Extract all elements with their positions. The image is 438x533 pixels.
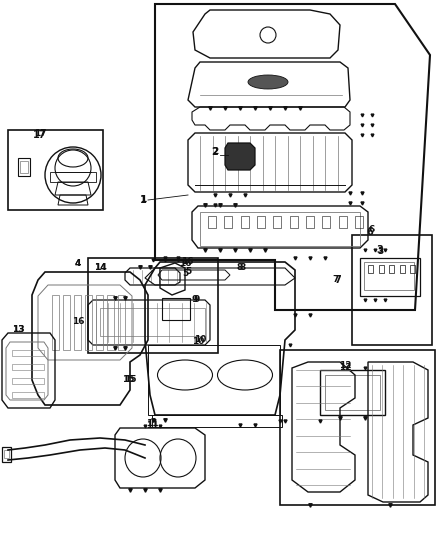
Text: 6: 6 — [367, 227, 373, 237]
Polygon shape — [225, 143, 255, 170]
Text: 12: 12 — [339, 361, 351, 370]
Bar — [389, 265, 394, 273]
Bar — [352, 235, 432, 345]
Bar — [20, 161, 28, 173]
Text: 15: 15 — [122, 376, 134, 384]
Text: 17: 17 — [33, 130, 47, 140]
Text: 1: 1 — [140, 195, 146, 205]
Bar — [399, 265, 405, 273]
Bar — [52, 295, 59, 350]
Text: 2: 2 — [212, 147, 219, 157]
Text: 11: 11 — [146, 421, 158, 430]
Bar — [88, 258, 218, 353]
Text: 7: 7 — [335, 275, 341, 285]
Bar — [2, 447, 11, 462]
Bar — [8, 130, 103, 210]
Text: 9: 9 — [192, 295, 198, 304]
Bar — [360, 258, 420, 296]
Bar — [325, 375, 380, 410]
Bar — [18, 158, 30, 176]
Text: 16: 16 — [179, 259, 191, 268]
Bar — [224, 216, 232, 228]
Bar — [12, 350, 44, 356]
Bar — [96, 295, 103, 350]
Bar — [306, 216, 314, 228]
Bar — [4, 450, 9, 458]
Bar — [257, 216, 265, 228]
Text: 14: 14 — [94, 263, 106, 272]
Text: 5: 5 — [185, 268, 191, 277]
Text: 16: 16 — [181, 256, 193, 265]
Text: 17: 17 — [34, 128, 46, 138]
Bar — [322, 216, 330, 228]
Text: 4: 4 — [75, 260, 81, 269]
Bar — [63, 295, 70, 350]
Bar — [100, 308, 205, 336]
Bar — [200, 212, 360, 246]
Text: 10: 10 — [194, 335, 206, 344]
Text: 8: 8 — [240, 262, 246, 271]
Bar — [273, 216, 281, 228]
Bar — [339, 216, 346, 228]
Bar — [378, 265, 384, 273]
Bar — [410, 265, 415, 273]
Bar — [162, 298, 190, 320]
Bar — [368, 265, 373, 273]
Bar — [280, 350, 435, 505]
Bar — [208, 216, 216, 228]
Bar — [320, 370, 385, 415]
Text: 16: 16 — [72, 318, 84, 327]
Text: 7: 7 — [333, 276, 339, 285]
Text: 9: 9 — [194, 295, 200, 304]
Text: 11: 11 — [146, 419, 158, 429]
Bar — [12, 392, 44, 398]
Bar — [12, 378, 44, 384]
Bar — [50, 172, 96, 182]
Ellipse shape — [248, 75, 288, 89]
Bar — [12, 364, 44, 370]
Text: 13: 13 — [12, 326, 24, 335]
Text: 3: 3 — [377, 245, 383, 255]
Text: 8: 8 — [237, 263, 243, 272]
Bar — [355, 216, 363, 228]
Text: 12: 12 — [339, 364, 351, 373]
Bar — [240, 216, 249, 228]
Bar — [290, 216, 298, 228]
Bar — [74, 295, 81, 350]
Bar — [85, 295, 92, 350]
Text: 10: 10 — [192, 337, 204, 346]
Bar — [118, 295, 125, 350]
Text: 5: 5 — [182, 270, 188, 279]
Bar — [152, 415, 282, 427]
Text: 3: 3 — [377, 247, 383, 256]
Text: 4: 4 — [75, 260, 81, 269]
Text: 1: 1 — [140, 196, 146, 205]
Bar — [364, 262, 414, 290]
Text: 15: 15 — [124, 376, 136, 384]
Text: 2: 2 — [212, 148, 218, 157]
Text: 6: 6 — [369, 225, 375, 235]
Bar — [107, 295, 114, 350]
Text: 14: 14 — [94, 262, 106, 271]
Text: 13: 13 — [12, 326, 24, 335]
